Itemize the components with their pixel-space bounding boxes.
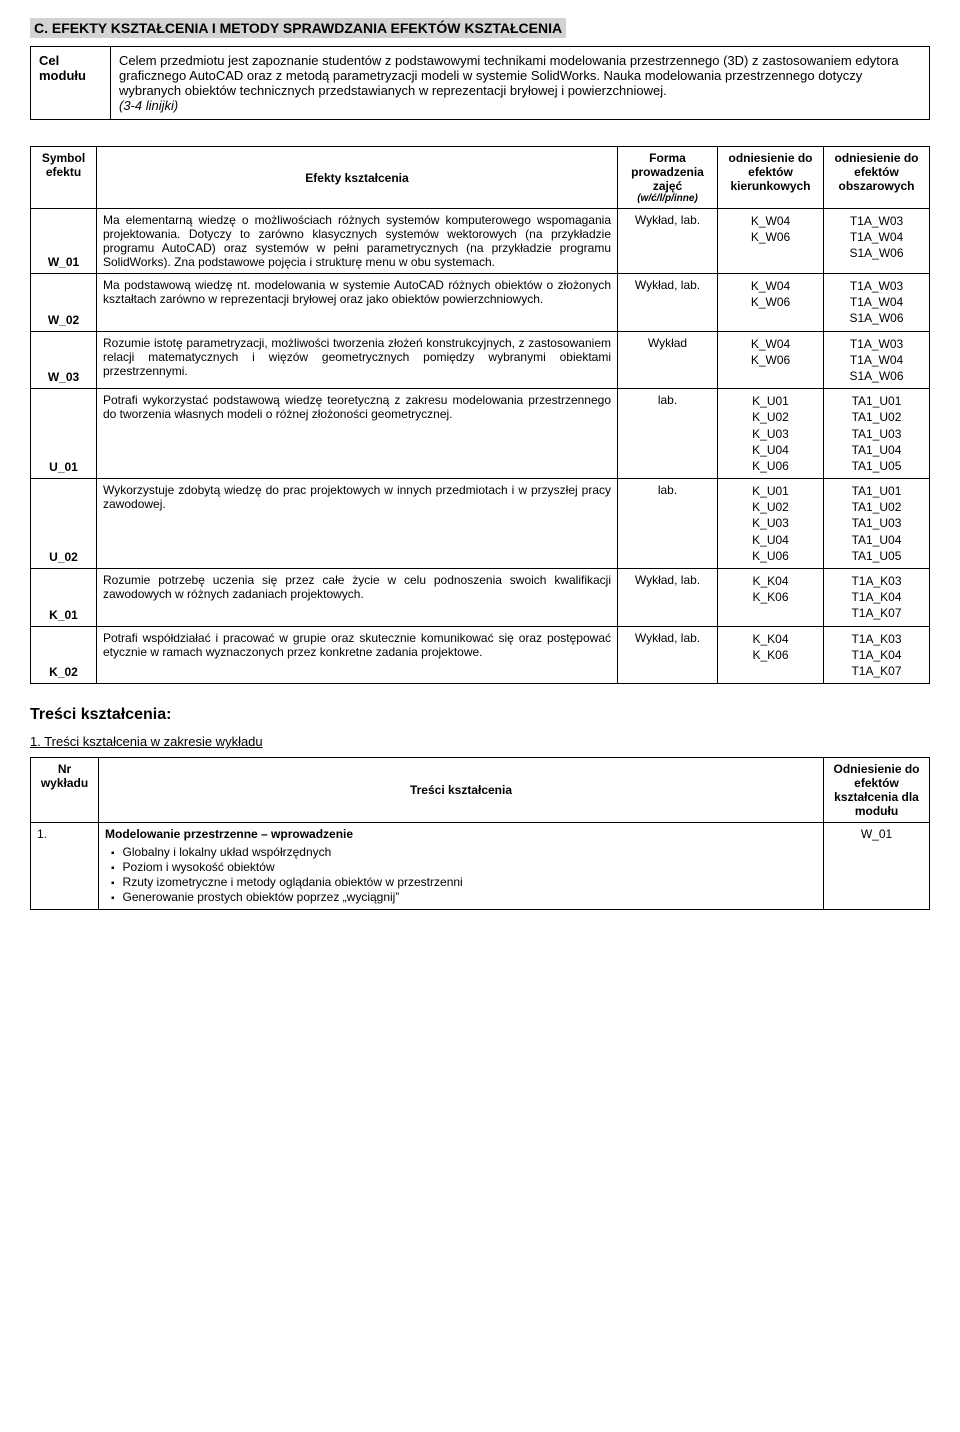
effect-kier: K_W04K_W06	[718, 331, 824, 389]
content-sub1: 1. Treści kształcenia w zakresie wykładu	[30, 734, 930, 749]
content-row-1: 1. Modelowanie przestrzenne – wprowadzen…	[31, 823, 930, 910]
effect-text: Potrafi współdziałać i pracować w grupie…	[97, 626, 618, 684]
hdr-form-sub: (w/ć/l/p/inne)	[624, 193, 711, 204]
effect-text: Wykorzystuje zdobytą wiedzę do prac proj…	[97, 479, 618, 569]
content-od: W_01	[824, 823, 930, 910]
goal-label-cell: Cel modułu	[31, 47, 111, 120]
content-row-title: Modelowanie przestrzenne – wprowadzenie	[105, 827, 353, 841]
table-row: K_01Rozumie potrzebę uczenia się przez c…	[31, 569, 930, 627]
list-item: Poziom i wysokość obiektów	[111, 860, 817, 874]
effects-table: Symbol efektu Efekty kształcenia Forma p…	[30, 146, 930, 684]
hdr-tresci: Treści kształcenia	[99, 758, 824, 823]
hdr-od: Odniesienie do efektów kształcenia dla m…	[824, 758, 930, 823]
hdr-symbol: Symbol efektu	[31, 147, 97, 209]
effect-kier: K_K04K_K06	[718, 626, 824, 684]
goal-note: (3-4 linijki)	[119, 98, 178, 113]
table-row: U_01Potrafi wykorzystać podstawową wiedz…	[31, 389, 930, 479]
effect-obsz: T1A_W03T1A_W04S1A_W06	[824, 209, 930, 274]
effect-symbol: K_02	[31, 626, 97, 684]
effect-kier: K_U01K_U02K_U03K_U04K_U06	[718, 479, 824, 569]
content-heading: Treści kształcenia:	[30, 706, 930, 724]
content-body-cell: Modelowanie przestrzenne – wprowadzenie …	[99, 823, 824, 910]
content-nr: 1.	[31, 823, 99, 910]
effect-kier: K_W04K_W06	[718, 274, 824, 332]
table-row: U_02Wykorzystuje zdobytą wiedzę do prac …	[31, 479, 930, 569]
list-item: Globalny i lokalny układ współrzędnych	[111, 845, 817, 859]
effect-text: Potrafi wykorzystać podstawową wiedzę te…	[97, 389, 618, 479]
goal-text: Celem przedmiotu jest zapoznanie student…	[119, 53, 899, 98]
hdr-obsz: odniesienie do efektów obszarowych	[824, 147, 930, 209]
content-bullets: Globalny i lokalny układ współrzędnychPo…	[111, 845, 817, 904]
section-title: C. EFEKTY KSZTAŁCENIA I METODY SPRAWDZAN…	[30, 18, 566, 38]
hdr-form: Forma prowadzenia zajęć (w/ć/l/p/inne)	[618, 147, 718, 209]
effect-symbol: U_01	[31, 389, 97, 479]
effect-obsz: T1A_K03T1A_K04T1A_K07	[824, 569, 930, 627]
effect-text: Ma podstawową wiedzę nt. modelowania w s…	[97, 274, 618, 332]
effect-text: Ma elementarną wiedzę o możliwościach ró…	[97, 209, 618, 274]
effect-text: Rozumie istotę parametryzacji, możliwośc…	[97, 331, 618, 389]
goal-label-line1: Cel	[39, 53, 102, 68]
effect-obsz: T1A_W03T1A_W04S1A_W06	[824, 331, 930, 389]
effect-form: Wykład, lab.	[618, 626, 718, 684]
effect-kier: K_K04K_K06	[718, 569, 824, 627]
effect-form: Wykład, lab.	[618, 569, 718, 627]
effect-form: Wykład, lab.	[618, 209, 718, 274]
goal-label-line2: modułu	[39, 68, 102, 83]
content-table: Nr wykładu Treści kształcenia Odniesieni…	[30, 757, 930, 910]
effect-obsz: TA1_U01TA1_U02TA1_U03TA1_U04TA1_U05	[824, 479, 930, 569]
effect-obsz: T1A_W03T1A_W04S1A_W06	[824, 274, 930, 332]
effect-text: Rozumie potrzebę uczenia się przez całe …	[97, 569, 618, 627]
effect-form: lab.	[618, 479, 718, 569]
list-item: Rzuty izometryczne i metody oglądania ob…	[111, 875, 817, 889]
table-row: K_02Potrafi współdziałać i pracować w gr…	[31, 626, 930, 684]
effect-obsz: T1A_K03T1A_K04T1A_K07	[824, 626, 930, 684]
effect-symbol: W_02	[31, 274, 97, 332]
effect-form: Wykład	[618, 331, 718, 389]
effect-form: lab.	[618, 389, 718, 479]
effects-header-row: Symbol efektu Efekty kształcenia Forma p…	[31, 147, 930, 209]
effect-kier: K_W04K_W06	[718, 209, 824, 274]
hdr-effects: Efekty kształcenia	[97, 147, 618, 209]
content-header-row: Nr wykładu Treści kształcenia Odniesieni…	[31, 758, 930, 823]
hdr-form-line: Forma prowadzenia zajęć	[624, 151, 711, 193]
effect-symbol: W_01	[31, 209, 97, 274]
hdr-kier: odniesienie do efektów kierunkowych	[718, 147, 824, 209]
effect-obsz: TA1_U01TA1_U02TA1_U03TA1_U04TA1_U05	[824, 389, 930, 479]
table-row: W_02Ma podstawową wiedzę nt. modelowania…	[31, 274, 930, 332]
list-item: Generowanie prostych obiektów poprzez „w…	[111, 890, 817, 904]
effect-symbol: W_03	[31, 331, 97, 389]
effect-symbol: K_01	[31, 569, 97, 627]
effect-symbol: U_02	[31, 479, 97, 569]
goal-table: Cel modułu Celem przedmiotu jest zapozna…	[30, 46, 930, 120]
effect-kier: K_U01K_U02K_U03K_U04K_U06	[718, 389, 824, 479]
table-row: W_03Rozumie istotę parametryzacji, możli…	[31, 331, 930, 389]
goal-text-cell: Celem przedmiotu jest zapoznanie student…	[111, 47, 930, 120]
hdr-nr: Nr wykładu	[31, 758, 99, 823]
effect-form: Wykład, lab.	[618, 274, 718, 332]
table-row: W_01Ma elementarną wiedzę o możliwościac…	[31, 209, 930, 274]
